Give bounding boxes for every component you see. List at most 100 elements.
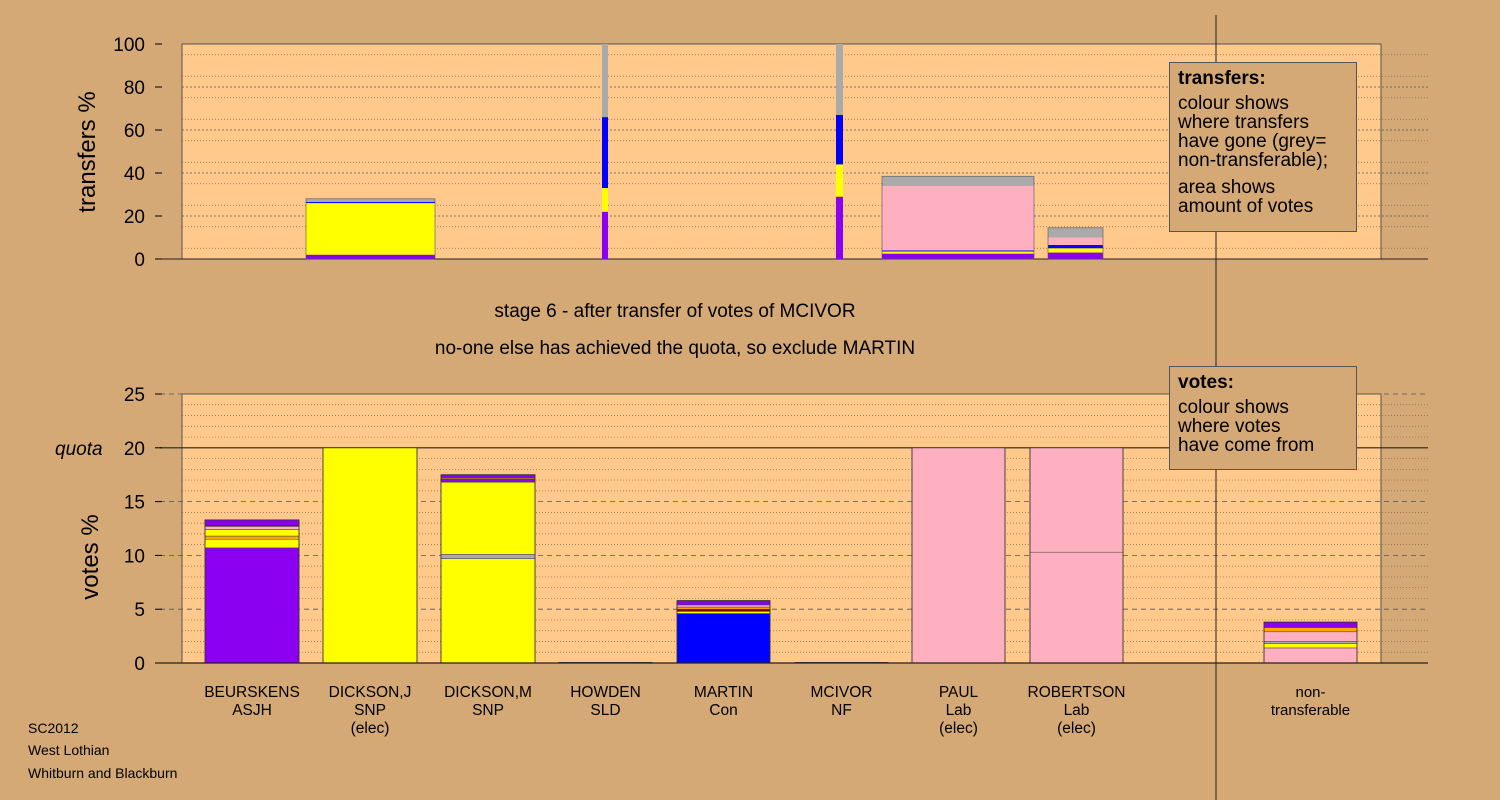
stage-caption: stage 6 - after transfer of votes of MCI… (494, 301, 856, 322)
transfer-segment (602, 44, 608, 118)
vote-segment (911, 447, 1006, 664)
vote-segment (676, 604, 771, 608)
candidate-party-label: SNP (472, 702, 504, 719)
footer-election: SC2012 (28, 720, 79, 736)
transfer-segment (1048, 227, 1103, 238)
transfer-bar-outline (881, 175, 1035, 260)
candidate-party-label: NF (831, 702, 852, 719)
votes-y-tick-label: 25 (124, 385, 145, 406)
transfers-note-heading: transfers: (1178, 68, 1266, 89)
vote-segment (204, 547, 300, 664)
transfers-note: transfers: colour shows where transfers … (1169, 62, 1357, 232)
votes-y-tick-label: 0 (134, 654, 145, 675)
candidate-name-label: DICKSON,M (444, 684, 532, 701)
transfer-segment (602, 188, 608, 212)
transfer-bar-outline (305, 198, 436, 260)
transfer-segment (602, 211, 608, 259)
vote-segment (1263, 631, 1358, 642)
candidate-name-label: MCIVOR (811, 684, 873, 701)
transfers-note-line: colour shows (1178, 93, 1289, 114)
transfers-y-tick-label: 20 (124, 207, 145, 228)
votes-note-line: colour shows (1178, 397, 1289, 418)
action-caption: no-one else has achieved the quota, so e… (434, 338, 916, 359)
candidate-name-label: ROBERTSON (1028, 684, 1126, 701)
votes-note: votes: colour shows where votes have com… (1169, 366, 1357, 470)
vote-segment (1263, 647, 1358, 664)
footer-ward: Whitburn and Blackburn (28, 765, 178, 781)
transfers-y-tick-label: 60 (124, 121, 145, 142)
quota-label: quota (55, 439, 103, 460)
transfer-segment (836, 44, 843, 115)
transfer-segment (836, 164, 843, 197)
vote-segment (440, 554, 536, 559)
vote-segment (1263, 641, 1358, 644)
transfers-note-line: area shows (1178, 177, 1276, 198)
candidate-status-label: (elec) (1057, 720, 1096, 737)
transfer-bar-outline (1047, 227, 1104, 260)
vote-segment (1029, 551, 1124, 664)
vote-segment (204, 535, 300, 540)
transfer-segment (882, 253, 1034, 259)
transfer-segment (602, 117, 608, 189)
transfer-segment (1048, 252, 1103, 259)
transfer-segment (1048, 237, 1103, 246)
candidate-status-label: (elec) (351, 720, 390, 737)
vote-segment (204, 526, 300, 530)
candidate-name-label: DICKSON,J (329, 684, 412, 701)
vote-segment (676, 606, 771, 610)
transfer-segment (306, 254, 435, 259)
transfer-segment (882, 251, 1034, 254)
candidate-party-label: transferable (1271, 702, 1350, 719)
transfers-note-line: non-transferable); (1178, 150, 1328, 171)
votes-note-line: where votes (1178, 416, 1281, 437)
vote-segment (676, 613, 771, 664)
transfers-note-line: have gone (grey= (1178, 131, 1327, 152)
vote-segment (204, 519, 300, 526)
vote-segment (322, 447, 418, 664)
candidate-name-label: MARTIN (694, 684, 753, 701)
candidate-status-label: (elec) (939, 720, 978, 737)
transfer-segment (882, 185, 1034, 251)
vote-segment (676, 600, 771, 606)
vote-segment (440, 478, 536, 483)
transfer-segment (836, 114, 843, 165)
candidate-name-label: PAUL (939, 684, 979, 701)
transfers-y-tick-label: 80 (124, 78, 145, 99)
votes-y-tick-label: 15 (124, 493, 145, 514)
transfers-y-axis-label: transfers % (74, 91, 101, 212)
candidate-name-label: BEURSKENS (204, 684, 300, 701)
candidate-party-label: Lab (946, 702, 972, 719)
transfer-segment (306, 198, 435, 203)
votes-y-tick-label: 5 (134, 600, 145, 621)
transfers-note-line: where transfers (1178, 112, 1309, 133)
vote-segment (1263, 643, 1358, 649)
vote-segment (440, 481, 536, 555)
candidate-party-label: SNP (354, 702, 386, 719)
candidate-name-label: non- (1295, 684, 1325, 701)
vote-segment (676, 611, 771, 614)
transfers-y-tick-label: 0 (134, 250, 145, 271)
vote-segment (440, 474, 536, 479)
votes-y-tick-label: 10 (124, 546, 145, 567)
transfer-segment (1048, 248, 1103, 253)
vote-segment (204, 539, 300, 549)
transfer-segment (306, 203, 435, 255)
transfer-segment (836, 196, 843, 259)
vote-segment (204, 529, 300, 537)
candidate-name-label: HOWDEN (570, 684, 641, 701)
candidate-party-label: ASJH (232, 702, 272, 719)
transfers-y-tick-label: 40 (124, 164, 145, 185)
vote-segment (1029, 447, 1124, 553)
transfer-segment (882, 176, 1034, 186)
candidate-party-label: Lab (1064, 702, 1090, 719)
transfer-segment (882, 250, 1034, 252)
votes-note-heading: votes: (1178, 372, 1234, 393)
transfer-segment (306, 202, 435, 204)
transfers-note-line: amount of votes (1178, 196, 1314, 217)
transfers-y-tick-label: 100 (113, 35, 145, 56)
candidate-party-label: SLD (590, 702, 620, 719)
votes-y-tick-label: 20 (124, 439, 145, 460)
votes-y-axis-label: votes % (77, 514, 104, 599)
candidate-party-label: Con (709, 702, 737, 719)
